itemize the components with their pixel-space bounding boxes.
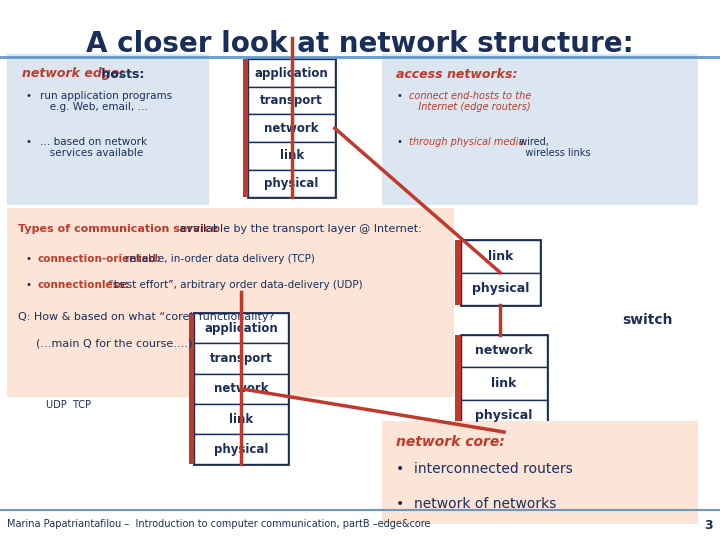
Text: interconnected routers: interconnected routers [414,462,572,476]
FancyBboxPatch shape [461,335,547,432]
Text: “best effort”, arbitrary order data-delivery (UDP): “best effort”, arbitrary order data-deli… [105,280,363,290]
Text: •: • [25,137,31,147]
Text: (…main Q for the course….): (…main Q for the course….) [36,338,192,348]
FancyBboxPatch shape [461,273,540,305]
Text: physical: physical [214,443,269,456]
FancyBboxPatch shape [194,313,288,343]
FancyBboxPatch shape [248,114,335,142]
FancyBboxPatch shape [248,170,335,197]
Text: Marina Papatriantafilou –  Introduction to computer communication, partB –edge&c: Marina Papatriantafilou – Introduction t… [7,519,431,530]
FancyBboxPatch shape [248,59,335,197]
Text: network edge:: network edge: [22,68,124,80]
FancyBboxPatch shape [194,313,288,464]
FancyBboxPatch shape [248,142,335,170]
Text: … based on network
   services available: … based on network services available [40,137,147,158]
Text: network: network [475,345,533,357]
Text: •: • [396,91,402,101]
FancyBboxPatch shape [7,54,209,205]
FancyBboxPatch shape [194,343,288,374]
FancyBboxPatch shape [7,208,454,397]
Text: connectionless:: connectionless: [37,280,130,290]
Text: Q: How & based on what “core” functionality?: Q: How & based on what “core” functional… [18,312,274,322]
Text: switch: switch [623,313,673,327]
Text: A closer look at network structure:: A closer look at network structure: [86,30,634,58]
FancyBboxPatch shape [455,335,461,432]
Text: application: application [204,322,278,335]
Text: link: link [279,149,304,163]
Text: •: • [396,137,402,147]
Text: physical: physical [472,282,529,295]
Text: •: • [396,497,404,511]
Text: access networks:: access networks: [396,68,518,80]
Text: network: network [214,382,269,395]
Text: •: • [25,254,31,264]
Text: link: link [491,377,517,390]
FancyBboxPatch shape [189,313,194,464]
FancyBboxPatch shape [194,434,288,464]
Text: hosts:: hosts: [97,68,145,80]
Text: available by the transport layer @ Internet:: available by the transport layer @ Inter… [176,224,422,234]
Text: transport: transport [210,352,273,365]
Text: UDP  TCP: UDP TCP [46,400,91,410]
Text: link: link [487,250,513,263]
Text: reliable, in-order data delivery (TCP): reliable, in-order data delivery (TCP) [122,254,315,264]
FancyBboxPatch shape [455,240,461,305]
FancyBboxPatch shape [243,59,248,197]
Text: physical: physical [475,409,533,422]
Text: connection-oriented:: connection-oriented: [37,254,161,264]
Text: 3: 3 [704,519,713,532]
FancyBboxPatch shape [461,335,547,367]
Text: network of networks: network of networks [414,497,557,511]
FancyBboxPatch shape [461,367,547,400]
Text: network: network [264,122,319,135]
FancyBboxPatch shape [194,404,288,434]
FancyBboxPatch shape [382,421,698,524]
Text: transport: transport [260,94,323,107]
FancyBboxPatch shape [248,87,335,114]
Text: Types of communication service: Types of communication service [18,224,218,234]
Text: network core:: network core: [396,435,505,449]
Text: application: application [255,66,328,80]
FancyBboxPatch shape [461,240,540,305]
FancyBboxPatch shape [382,54,698,205]
Text: connect end-hosts to the
   Internet (edge routers): connect end-hosts to the Internet (edge … [409,91,531,112]
Text: physical: physical [264,177,319,190]
Text: •: • [25,91,31,101]
FancyBboxPatch shape [461,240,540,273]
FancyBboxPatch shape [194,374,288,404]
Text: wired,
   wireless links: wired, wireless links [516,137,590,158]
Text: •: • [396,462,404,476]
FancyBboxPatch shape [461,400,547,432]
Text: link: link [229,413,253,426]
Text: •: • [25,280,31,290]
Text: through physical media:: through physical media: [409,137,528,147]
Text: run application programs
   e.g. Web, email, …: run application programs e.g. Web, email… [40,91,172,112]
FancyBboxPatch shape [248,59,335,87]
